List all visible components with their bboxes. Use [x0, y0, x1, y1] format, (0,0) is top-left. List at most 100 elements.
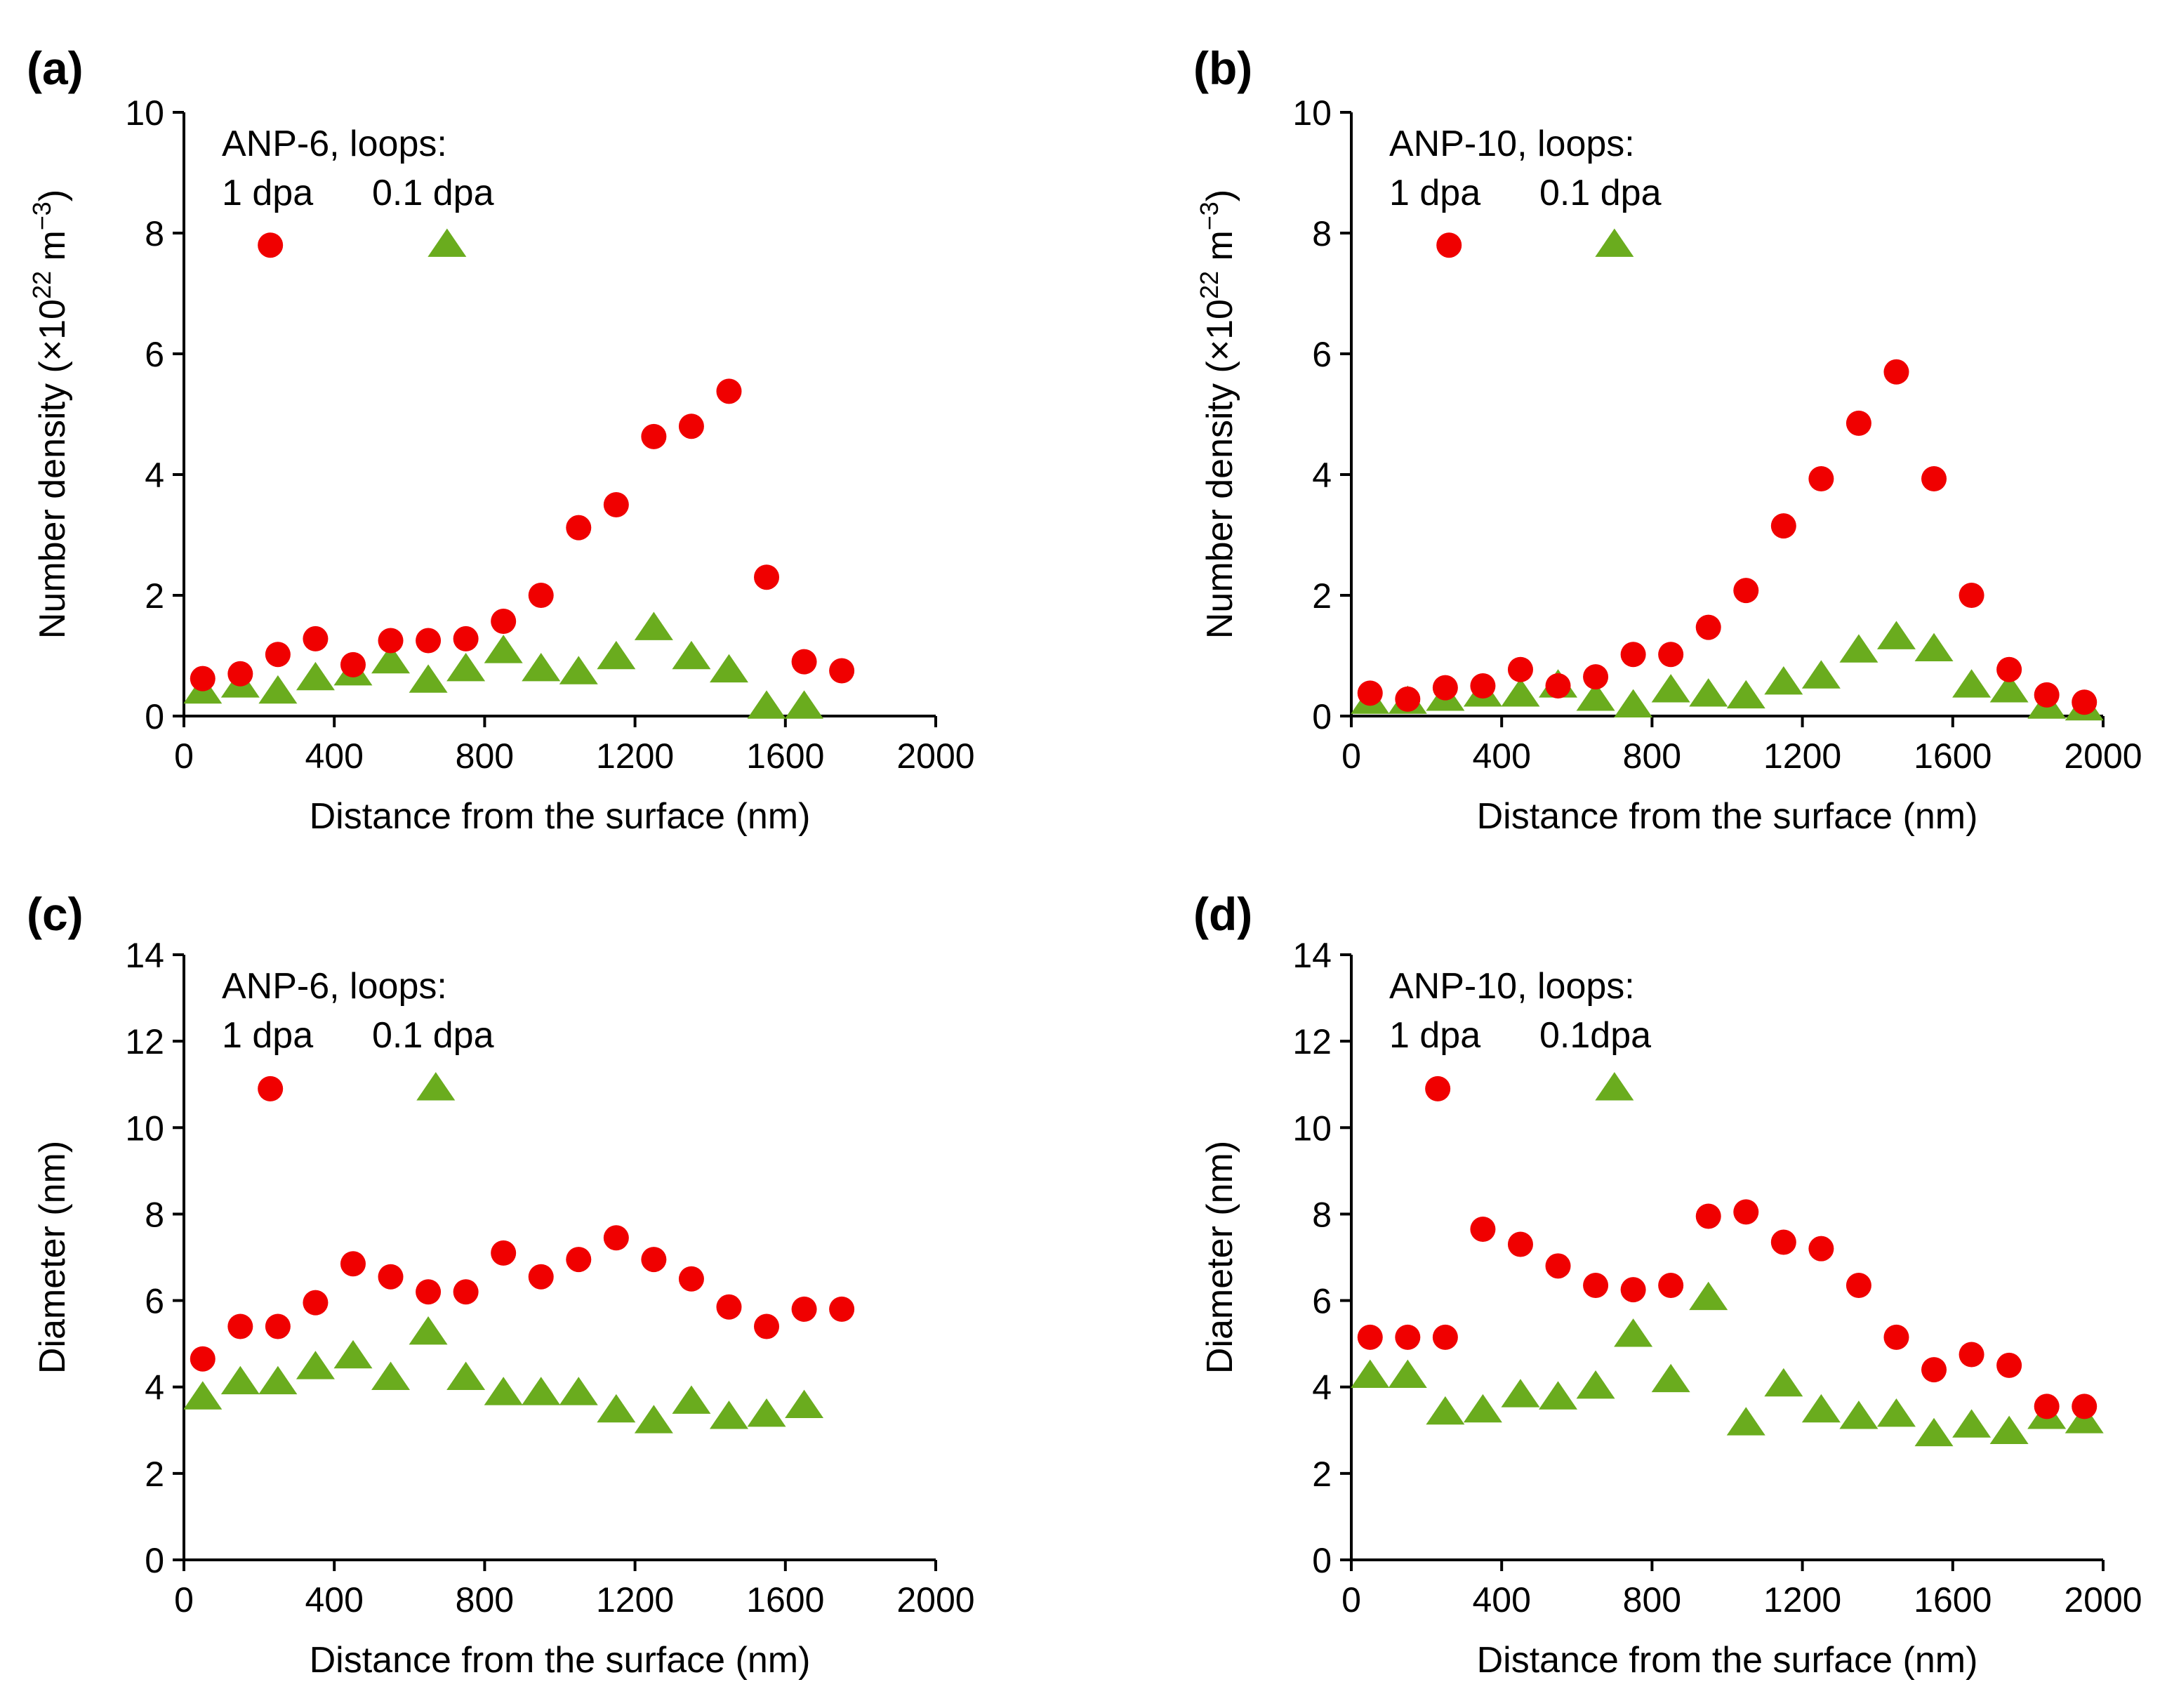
data-point-1dpa [791, 649, 817, 675]
data-point-1dpa [716, 378, 742, 404]
x-tick-label: 800 [456, 1580, 514, 1620]
x-tick-label: 400 [1472, 736, 1530, 776]
legend-label: 0.1 dpa [1539, 173, 1662, 213]
legend-marker-circle [258, 232, 284, 258]
data-point-1dpa [491, 1240, 517, 1266]
x-tick-label: 1200 [1763, 736, 1841, 776]
data-point-01dpa [484, 635, 523, 663]
data-point-1dpa [1883, 1324, 1909, 1350]
data-point-01dpa [634, 611, 673, 640]
x-tick-label: 400 [1472, 1580, 1530, 1620]
y-axis-title-exponent: 22 [1195, 271, 1224, 299]
data-point-01dpa [1989, 1415, 2029, 1444]
x-tick-label: 0 [1341, 736, 1361, 776]
data-point-1dpa [1357, 680, 1383, 706]
data-point-01dpa [1801, 660, 1841, 689]
data-point-1dpa [227, 661, 253, 687]
y-tick-label: 6 [145, 335, 164, 374]
data-point-1dpa [1658, 1273, 1684, 1299]
data-point-01dpa [1576, 1370, 1615, 1399]
y-tick-label: 6 [1312, 335, 1332, 374]
data-point-1dpa [754, 564, 780, 590]
y-axis-title: Diameter (nm) [1200, 1141, 1240, 1374]
data-point-1dpa [265, 642, 291, 668]
data-point-1dpa [829, 658, 855, 684]
panel-2: (c) 0 400 800 1200 1600 2000 0 2 4 6 8 10 12 14 Distanc… [27, 888, 975, 1681]
data-point-01dpa [1726, 1407, 1765, 1436]
x-tick-label: 2000 [896, 736, 974, 776]
y-tick-label: 2 [1312, 1455, 1332, 1494]
data-point-01dpa [1989, 674, 2029, 703]
data-point-01dpa [785, 1389, 824, 1419]
data-point-1dpa [1959, 1342, 1984, 1368]
y-tick-label: 8 [145, 1195, 164, 1234]
y-axis-title-unit: m [1200, 230, 1240, 271]
data-point-1dpa [378, 1264, 404, 1290]
data-point-01dpa [709, 654, 748, 683]
data-point-1dpa [1959, 583, 1984, 608]
data-point-1dpa [1921, 1357, 1947, 1383]
y-tick-label: 6 [1312, 1282, 1332, 1321]
y-tick-label: 2 [145, 1455, 164, 1494]
x-tick-label: 1600 [746, 736, 824, 776]
data-point-01dpa [1501, 678, 1540, 707]
data-point-01dpa [559, 656, 598, 684]
data-point-1dpa [1583, 1273, 1609, 1299]
panel-label: (b) [1193, 42, 1252, 94]
data-point-1dpa [416, 1279, 442, 1305]
legend-label: 1 dpa [222, 1015, 313, 1056]
data-point-01dpa [1876, 1398, 1916, 1427]
data-point-01dpa [709, 1401, 748, 1429]
data-point-1dpa [1470, 1216, 1496, 1242]
data-point-1dpa [1620, 1277, 1646, 1303]
legend-label: 1 dpa [222, 173, 313, 213]
data-point-01dpa [446, 653, 486, 682]
y-tick-label: 14 [125, 936, 164, 975]
x-tick-label: 400 [305, 1580, 363, 1620]
data-point-01dpa [1651, 1363, 1690, 1393]
data-point-1dpa [641, 423, 667, 449]
data-point-1dpa [1583, 664, 1609, 690]
x-tick-label: 400 [305, 736, 363, 776]
x-tick-label: 2000 [2064, 736, 2142, 776]
data-point-01dpa [1914, 1417, 1954, 1447]
data-point-1dpa [1545, 1253, 1571, 1279]
data-point-01dpa [597, 1393, 636, 1423]
data-point-01dpa [1651, 674, 1690, 703]
legend-title: ANP-10, loops: [1389, 966, 1635, 1007]
y-tick-label: 10 [1292, 93, 1332, 133]
y-tick-label: 4 [145, 456, 164, 495]
data-point-1dpa [1808, 1236, 1834, 1262]
legend-marker-triangle [1595, 228, 1634, 257]
data-point-01dpa [747, 690, 786, 719]
data-point-1dpa [716, 1294, 742, 1320]
data-point-01dpa [258, 1365, 298, 1395]
x-axis-title: Distance from the surface (nm) [310, 1640, 811, 1681]
data-point-1dpa [2034, 1393, 2060, 1419]
panel-label: (c) [27, 888, 84, 940]
legend-marker-triangle [428, 228, 467, 257]
x-tick-label: 800 [1623, 1580, 1681, 1620]
legend-label: 0.1 dpa [372, 1015, 494, 1056]
y-tick-label: 4 [1312, 456, 1332, 495]
data-point-01dpa [597, 640, 636, 670]
y-tick-label: 4 [1312, 1368, 1332, 1408]
data-point-1dpa [1883, 359, 1909, 385]
data-point-1dpa [829, 1296, 855, 1322]
data-point-01dpa [409, 664, 448, 693]
y-axis-title: Diameter (nm) [32, 1141, 73, 1374]
data-point-1dpa [1921, 466, 1947, 492]
data-point-1dpa [190, 666, 216, 691]
legend-title: ANP-10, loops: [1389, 124, 1635, 164]
x-axis-title: Distance from the surface (nm) [1477, 796, 1978, 837]
data-point-1dpa [2072, 689, 2098, 715]
data-point-01dpa [296, 1351, 335, 1379]
y-axis-title-close: ) [1200, 190, 1240, 201]
data-point-1dpa [1770, 513, 1796, 539]
data-point-1dpa [1545, 673, 1571, 699]
y-tick-label: 2 [1312, 576, 1332, 616]
data-point-1dpa [1507, 656, 1533, 682]
data-point-1dpa [566, 1247, 592, 1273]
legend-label: 0.1dpa [1539, 1015, 1651, 1056]
y-axis-title-unit-exponent: −3 [1195, 201, 1224, 230]
